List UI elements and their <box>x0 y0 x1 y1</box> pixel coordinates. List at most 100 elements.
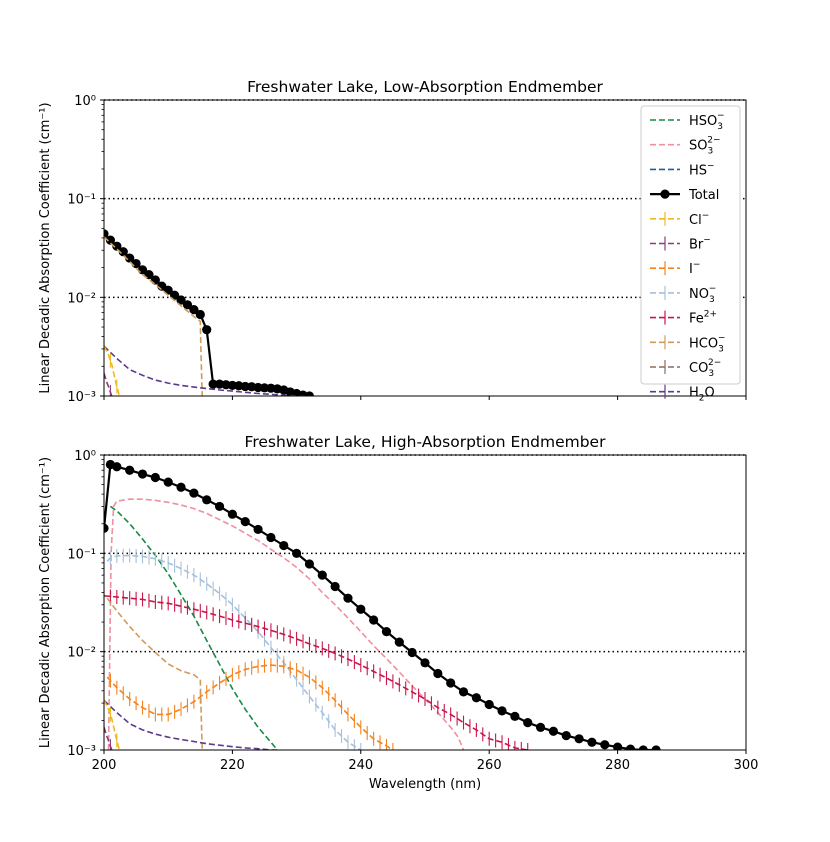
y-tick-label: 10⁰ <box>74 94 96 109</box>
series-Total-point <box>125 465 135 475</box>
legend-item-SO3: SO32− <box>650 136 721 157</box>
x-axis-label: Wavelength (nm) <box>369 777 481 792</box>
series-Total-point <box>317 570 327 580</box>
legend-label-sub: 3 <box>717 122 723 132</box>
series-Fe-line <box>104 595 528 750</box>
legend-item-Br: Br− <box>650 236 711 253</box>
legend-item-HS: HS− <box>650 161 715 178</box>
series-Total-point <box>304 559 315 569</box>
legend-label: HCO3− <box>689 333 725 354</box>
legend-label: I− <box>689 260 700 277</box>
legend-item-I: I− <box>650 260 700 277</box>
series-Total-point <box>446 678 456 688</box>
y-axis-label: Linear Decadic Absorption Coefficient (c… <box>38 457 53 748</box>
legend-label-base: SO <box>689 139 707 154</box>
legend-label-sub: 3 <box>708 369 714 379</box>
series-Total-point <box>561 731 571 741</box>
series-Total-point <box>202 495 212 505</box>
legend-label-base: HSO <box>689 114 717 129</box>
legend-label: H2O <box>689 386 715 404</box>
series-Total-point <box>170 290 180 300</box>
series-Total-point <box>104 229 109 239</box>
series-HCO-line <box>104 236 203 396</box>
series-Total-point <box>112 241 122 251</box>
x-tick-label: 280 <box>605 758 630 773</box>
series-I-line <box>106 664 394 750</box>
series-Total-point <box>208 379 218 389</box>
series-Total-point <box>471 693 481 703</box>
series-Total-point <box>369 615 379 625</box>
x-tick-label: 300 <box>734 758 759 773</box>
legend-label-sub: 3 <box>718 344 724 354</box>
legend-label: Total <box>688 188 719 203</box>
series-group <box>104 459 661 750</box>
y-tick-label: 10⁻¹ <box>67 547 96 562</box>
y-tick-label: 10⁻¹ <box>67 193 96 208</box>
series-Total-point <box>330 581 340 592</box>
chart-title: Freshwater Lake, High-Absorption Endmemb… <box>245 433 607 451</box>
series-HO-line <box>104 345 310 396</box>
series-Total-point <box>484 699 494 710</box>
x-tick-label: 200 <box>92 758 117 773</box>
series-Total-point <box>523 717 533 728</box>
series-Total-point <box>104 523 109 533</box>
chart-panel-1: 10⁻³ 10⁻² 10⁻¹ 10⁰ Freshwater Lake, Low-Abso… <box>38 78 747 405</box>
series-Total-point <box>176 482 186 492</box>
legend-item-HCO3: HCO3− <box>650 333 725 354</box>
series-Total-point <box>182 300 193 310</box>
x-tick-label: 220 <box>220 758 245 773</box>
series-Total-point <box>433 668 443 679</box>
series-Total-point <box>600 740 610 750</box>
legend-label-base: Br <box>689 238 704 253</box>
legend-label-base: CO <box>689 361 708 376</box>
series-group <box>104 229 315 396</box>
series-Total-point <box>394 637 404 647</box>
legend-label-sup: − <box>717 111 725 121</box>
legend-label-base: Fe <box>689 312 704 327</box>
legend-item-Cl: Cl− <box>650 211 709 228</box>
legend-label-tail: O <box>705 386 715 401</box>
axes-frame <box>103 454 747 751</box>
series-Total-point <box>574 734 584 744</box>
legend-label-sup: − <box>709 284 717 294</box>
series-Total-point <box>510 711 520 721</box>
legend-label-base: HS <box>689 163 707 178</box>
series-Total-point <box>651 745 661 750</box>
legend-label-sup: − <box>707 161 715 171</box>
series-Total-point <box>240 517 250 527</box>
legend: HSO3−SO32−HS−TotalCl−Br−I−NO3−Fe2+HCO3−C… <box>640 105 741 404</box>
series-Total-point <box>587 737 597 747</box>
series-Total-point <box>497 706 507 716</box>
series-Total-point <box>253 524 263 535</box>
series-Total-point <box>381 626 392 637</box>
series-HO-line <box>104 699 278 750</box>
series-Total-point <box>625 744 636 750</box>
series-Total-point <box>343 593 353 603</box>
legend-label-sup: 2− <box>707 136 720 146</box>
legend-item-NO3: NO3− <box>650 284 716 305</box>
legend-label-sup: − <box>703 236 711 246</box>
series-Total-point <box>189 305 199 315</box>
legend-frame <box>640 105 741 385</box>
series-Total-point <box>292 548 302 558</box>
series-Total-point <box>407 647 417 658</box>
series-Total-point <box>458 687 469 697</box>
series-Total-point <box>112 462 122 472</box>
legend-label-base: Cl <box>689 213 702 228</box>
legend-label-sup: − <box>702 211 710 221</box>
legend-label-sub: 3 <box>709 295 715 305</box>
legend-label: HS− <box>689 161 715 178</box>
series-HCO-line <box>106 597 203 750</box>
chart-panel-2: 200 220 240 260 280 300 10⁻³ 10⁻² 10⁻¹ 10⁰ Freshwa… <box>38 433 758 792</box>
series-Total-point <box>613 742 623 750</box>
y-tick-label: 10⁻³ <box>67 744 96 759</box>
series-Cl-line <box>104 345 121 396</box>
y-tick-label: 10⁻² <box>67 291 96 306</box>
legend-label-sub: 3 <box>707 147 713 157</box>
legend-label: Fe2+ <box>689 310 717 327</box>
series-Total-point <box>202 325 212 335</box>
series-Total-point <box>420 658 430 668</box>
series-Total-point <box>105 235 116 245</box>
series-Total-point <box>535 722 546 732</box>
